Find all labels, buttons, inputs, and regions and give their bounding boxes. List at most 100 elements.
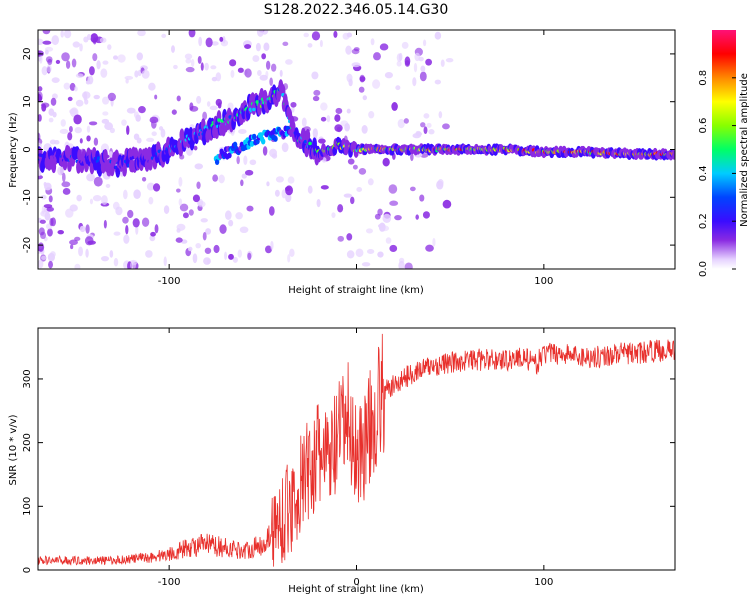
noise-mark — [218, 174, 225, 184]
snr-xlabel: Height of straight line (km) — [288, 584, 424, 595]
noise-mark — [179, 203, 189, 212]
noise-mark — [79, 138, 83, 144]
noise-mark — [372, 79, 381, 89]
noise-mark — [337, 235, 344, 242]
noise-mark — [101, 195, 108, 206]
noise-mark — [237, 249, 242, 258]
noise-mark — [72, 41, 81, 48]
noise-mark — [287, 254, 291, 263]
noise-mark — [137, 69, 142, 77]
noise-mark — [238, 128, 247, 134]
noise-mark — [228, 253, 234, 260]
ridge-core-mark — [217, 118, 221, 122]
noise-mark — [244, 169, 254, 176]
noise-mark — [123, 234, 130, 244]
y-tick-label: 300 — [22, 369, 33, 388]
noise-mark — [86, 173, 95, 182]
noise-mark — [219, 36, 224, 42]
noise-mark — [318, 138, 326, 144]
noise-mark — [252, 55, 260, 62]
noise-mark — [220, 39, 229, 47]
noise-mark — [200, 218, 208, 223]
noise-mark — [163, 256, 167, 267]
noise-mark — [312, 95, 320, 102]
noise-mark — [346, 32, 353, 38]
branch-mark — [273, 135, 278, 142]
noise-mark — [47, 228, 53, 237]
noise-mark — [301, 117, 307, 128]
noise-mark — [202, 231, 207, 241]
y-tick-label: 100 — [22, 497, 33, 516]
noise-mark — [41, 103, 47, 112]
noise-mark — [426, 122, 432, 128]
noise-mark — [269, 77, 273, 86]
noise-mark — [271, 153, 278, 159]
noise-mark — [215, 98, 222, 107]
noise-mark — [194, 163, 204, 170]
noise-mark — [151, 131, 157, 137]
branch-mark — [232, 141, 238, 148]
noise-mark — [270, 63, 277, 72]
noise-mark — [445, 58, 454, 63]
noise-mark — [39, 54, 43, 64]
y-tick-label: 20 — [22, 48, 33, 61]
noise-mark — [187, 246, 193, 252]
noise-mark — [203, 257, 211, 265]
noise-mark — [239, 226, 249, 234]
noise-mark — [117, 54, 126, 63]
noise-mark — [265, 245, 272, 254]
noise-mark — [410, 152, 414, 162]
spectrogram-ylabel: Frequency (Hz) — [8, 112, 19, 188]
noise-mark — [206, 101, 211, 107]
noise-mark — [404, 56, 411, 66]
noise-mark — [51, 93, 58, 100]
noise-mark — [237, 67, 244, 73]
noise-mark — [86, 33, 92, 41]
noise-mark — [145, 250, 153, 258]
noise-mark — [76, 194, 82, 202]
noise-mark — [347, 158, 355, 165]
noise-mark — [86, 125, 91, 133]
noise-mark — [240, 179, 244, 187]
noise-mark — [176, 228, 181, 233]
noise-mark — [84, 236, 94, 246]
noise-mark — [73, 114, 82, 125]
noise-mark — [224, 251, 228, 260]
noise-mark — [246, 205, 254, 212]
noise-mark — [92, 195, 102, 202]
noise-mark — [351, 62, 361, 68]
noise-mark — [71, 58, 77, 68]
noise-mark — [356, 187, 363, 193]
noise-mark — [423, 126, 428, 134]
noise-mark — [255, 42, 261, 52]
noise-mark — [358, 86, 365, 93]
noise-mark — [394, 214, 402, 221]
noise-mark — [397, 118, 405, 129]
noise-mark — [398, 260, 405, 269]
noise-mark — [335, 107, 343, 115]
noise-mark — [125, 225, 129, 235]
noise-mark — [41, 66, 48, 76]
noise-mark — [418, 56, 424, 62]
noise-mark — [420, 65, 426, 73]
noise-mark — [229, 59, 237, 67]
noise-mark — [247, 252, 252, 261]
noise-mark — [396, 53, 402, 62]
noise-mark — [333, 30, 338, 38]
noise-mark — [61, 52, 70, 62]
noise-mark — [377, 251, 384, 258]
noise-mark — [100, 68, 108, 78]
noise-mark — [313, 89, 321, 96]
noise-mark — [415, 130, 422, 136]
noise-mark — [141, 176, 147, 182]
noise-mark — [154, 94, 158, 100]
noise-mark — [38, 86, 43, 92]
noise-mark — [150, 231, 156, 237]
noise-mark — [343, 193, 352, 198]
noise-mark — [373, 52, 381, 61]
noise-mark — [55, 59, 61, 65]
noise-mark — [230, 69, 235, 78]
noise-mark — [83, 91, 88, 102]
